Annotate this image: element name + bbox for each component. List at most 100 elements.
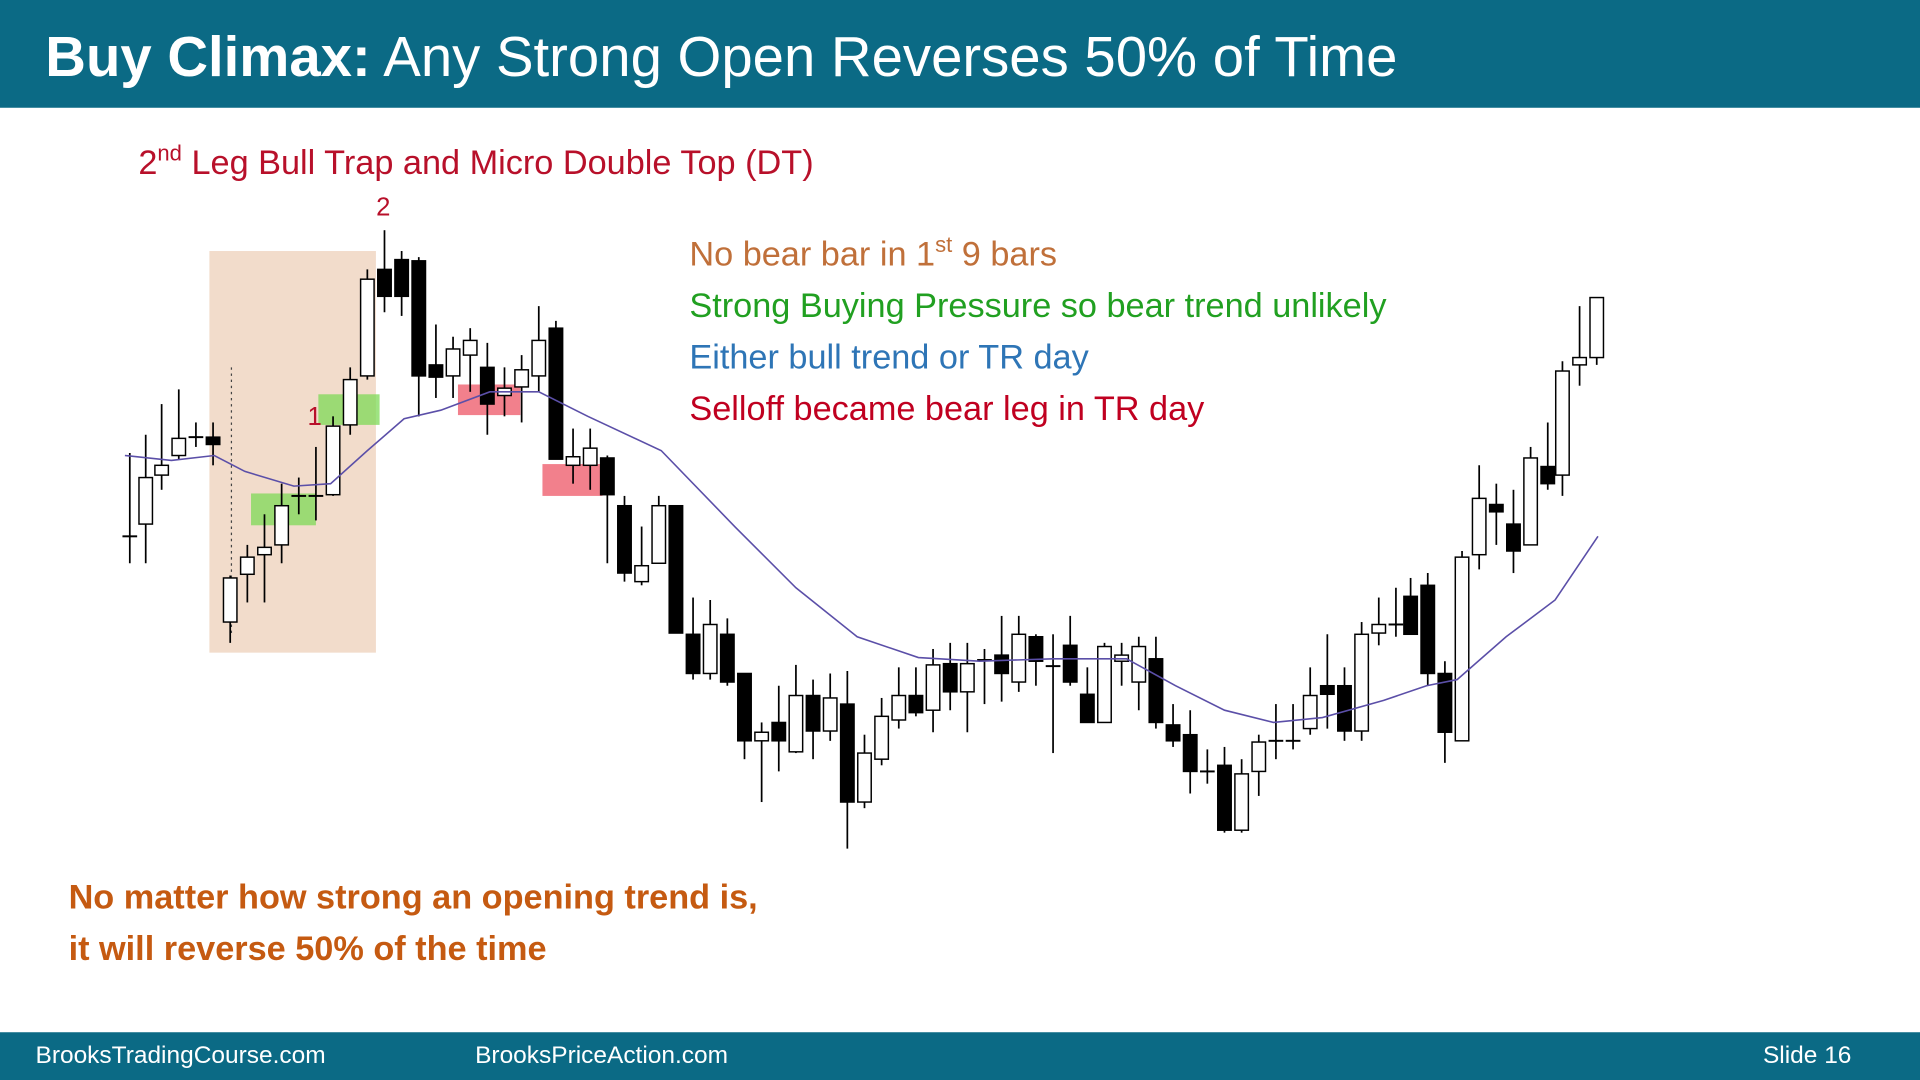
annotation: Selloff became bear leg in TR day [689, 390, 1205, 428]
candle-body [239, 556, 255, 576]
candle-body [377, 268, 392, 298]
moving-average [124, 391, 1599, 724]
subtitle-rest: Leg Bull Trap and Micro Double Top (DT) [182, 144, 814, 182]
candle-body [514, 369, 530, 388]
candle-body [1028, 636, 1044, 662]
candle-body [1182, 733, 1198, 773]
candle-body [1540, 465, 1556, 485]
candle-body [994, 654, 1010, 675]
candle-body [1165, 724, 1181, 742]
candle-body [548, 327, 564, 460]
title-bold: Buy Climax: [45, 25, 370, 88]
candle-body [138, 476, 154, 525]
candle-body [1251, 741, 1267, 773]
candle-body [171, 437, 187, 457]
subtitle-lead: 2 [138, 144, 157, 182]
candle-body [839, 703, 855, 803]
footer-text: Slide 16 [1763, 1042, 1851, 1069]
candle-body [1079, 693, 1095, 724]
candle-body [1589, 296, 1605, 359]
candle-body [1319, 684, 1335, 696]
candle-body [1371, 623, 1387, 634]
candle-body [908, 694, 924, 714]
title-rest: Any Strong Open Reverses 50% of Time [371, 25, 1398, 88]
conclusion: No matter how strong an opening trend is… [69, 879, 758, 917]
candle-body [1403, 595, 1419, 636]
candle-body [531, 339, 547, 377]
candle-body [274, 504, 290, 546]
annotation: Either bull trend or TR day [689, 339, 1089, 377]
candle-body [1131, 645, 1147, 683]
candle-body [1420, 584, 1436, 675]
leg-label: 1 [308, 403, 322, 431]
annotation-rest: 9 bars [952, 236, 1057, 274]
price-chart [122, 230, 1605, 849]
annotation-lead: No bear bar in 1 [689, 236, 935, 274]
candle-body [445, 348, 461, 377]
header-bar [0, 0, 1920, 108]
candle-body [1011, 633, 1027, 683]
candle-body [582, 447, 598, 467]
candle-body [668, 504, 684, 634]
candle-body [359, 278, 375, 377]
candle-body [1554, 370, 1570, 476]
candle-body [1302, 694, 1318, 730]
candle-body [257, 546, 272, 556]
candle-body [565, 456, 581, 467]
subtitle-sup: nd [157, 140, 182, 165]
candle-body [959, 662, 975, 693]
candle-body [891, 694, 907, 721]
candle-body [737, 672, 752, 742]
candle-body [205, 436, 221, 446]
candle-body [1437, 672, 1453, 733]
candle-body [788, 694, 804, 753]
candle-body [428, 364, 444, 378]
candle-body [411, 260, 427, 377]
candle-body [857, 752, 872, 803]
candle-body [1471, 497, 1487, 556]
candle-body [1217, 764, 1232, 831]
candle-body [942, 662, 958, 693]
candle-body [822, 697, 838, 732]
candle-body [754, 731, 770, 742]
candle-body [154, 464, 170, 476]
candle-body [222, 577, 238, 623]
annotation: No bear bar in 1st 9 bars [689, 232, 1057, 273]
candle-body [925, 664, 941, 711]
candle-body [1523, 457, 1539, 546]
candle-body [685, 633, 701, 675]
candle-body [1488, 503, 1504, 513]
conclusion: it will reverse 50% of the time [69, 930, 547, 968]
candle-body [462, 339, 478, 356]
candle-body [599, 457, 615, 496]
leg-label: 2 [376, 194, 390, 222]
candle-body [771, 721, 787, 742]
candle-body [719, 633, 735, 683]
candle-body [651, 504, 667, 564]
footer-bar [0, 1032, 1920, 1080]
candle-body [805, 694, 821, 732]
candle-body [1337, 684, 1352, 732]
candle-body [1572, 356, 1588, 366]
footer-text: BrooksTradingCourse.com [36, 1042, 326, 1069]
candle-body [702, 623, 718, 675]
candle-body [874, 715, 890, 760]
footer-text: BrooksPriceAction.com [475, 1042, 728, 1069]
candle-body [1062, 644, 1078, 683]
annotation: Strong Buying Pressure so bear trend unl… [689, 287, 1387, 325]
slide-title: Buy Climax: Any Strong Open Reverses 50%… [45, 25, 1397, 88]
candle-body [1506, 523, 1521, 552]
candle-body [479, 366, 495, 405]
candle-body [617, 504, 632, 574]
candle-body [394, 258, 410, 298]
subtitle: 2nd Leg Bull Trap and Micro Double Top (… [138, 140, 813, 181]
candle-body [1234, 773, 1250, 831]
candle-body [1354, 633, 1370, 732]
annotation-sup: st [935, 232, 952, 257]
candle-body [1454, 556, 1470, 742]
candle-body [1148, 658, 1164, 724]
candle-body [342, 378, 358, 426]
candle-body [1097, 645, 1112, 724]
candle-body [634, 564, 650, 583]
